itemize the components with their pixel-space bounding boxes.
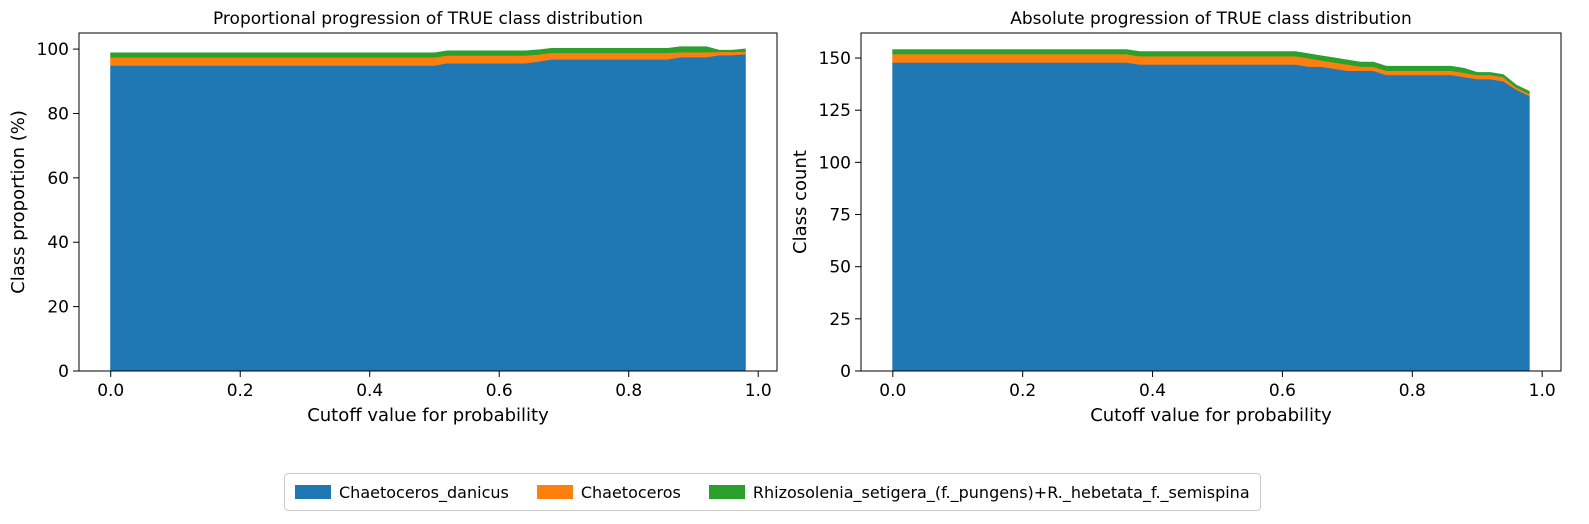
x-tick-label: 0.8: [1399, 381, 1426, 401]
legend-item-rhizosolenia: Rhizosolenia_setigera_(f._pungens)+R._he…: [708, 482, 1250, 502]
area-series-3: [110, 46, 746, 58]
x-tick-label: 0.8: [615, 381, 642, 401]
legend: Chaetoceros_danicus Chaetoceros Rhizosol…: [284, 473, 1261, 511]
y-tick-label: 0: [58, 362, 69, 382]
legend-item-chaetoceros: Chaetoceros: [536, 482, 681, 502]
y-tick-label: 20: [47, 298, 69, 318]
chart-title: Proportional progression of TRUE class d…: [213, 9, 643, 29]
y-tick-label: 50: [829, 258, 851, 278]
y-tick-label: 25: [829, 310, 851, 330]
area-series-1: [892, 61, 1530, 372]
x-tick-label: 0.4: [1139, 381, 1166, 401]
legend-label: Rhizosolenia_setigera_(f._pungens)+R._he…: [752, 482, 1250, 502]
y-tick-label: 150: [819, 49, 851, 69]
axes-frame: [860, 32, 1562, 372]
chart-panel-2: 0.0 0.2 0.4 0.6 0.8 1.0 0 25 50 75 100 125 150 Absolu…: [790, 9, 1562, 426]
y-tick-label: 75: [829, 206, 851, 226]
x-tick-label: 1.0: [1529, 381, 1556, 401]
x-tick-label: 0.2: [227, 381, 254, 401]
x-tick-label: 0.0: [97, 381, 124, 401]
x-axis-label: Cutoff value for probability: [307, 405, 549, 426]
legend-swatch: [536, 485, 573, 499]
legend-label: Chaetoceros: [580, 482, 681, 502]
chart-panel-1: 0.0 0.2 0.4 0.6 0.8 1.0 0 20 40 60 80 100 Proportion…: [8, 9, 778, 426]
y-tick-label: 125: [819, 101, 851, 121]
x-tick-label: 0.0: [879, 381, 906, 401]
area-series-1: [110, 53, 746, 372]
y-tick-label: 100: [819, 153, 851, 173]
y-tick-label: 40: [47, 233, 69, 253]
x-tick-label: 0.4: [356, 381, 383, 401]
legend-swatch: [708, 485, 745, 499]
y-axis-label: Class proportion (%): [8, 110, 29, 294]
area-series-3: [892, 49, 1530, 95]
x-axis-label: Cutoff value for probability: [1090, 405, 1332, 426]
y-tick-label: 100: [37, 40, 69, 60]
legend-swatch: [295, 485, 331, 499]
y-tick-label: 60: [47, 169, 69, 189]
y-tick-label: 0: [840, 362, 851, 382]
x-tick-label: 0.6: [1269, 381, 1296, 401]
axes-frame: [78, 32, 778, 372]
legend-label: Chaetoceros_danicus: [339, 482, 509, 502]
chart-title: Absolute progression of TRUE class distr…: [1010, 9, 1411, 29]
x-tick-label: 0.2: [1009, 381, 1036, 401]
x-tick-label: 1.0: [745, 381, 772, 401]
y-tick-label: 80: [47, 104, 69, 124]
legend-item-chaetoceros-danicus: Chaetoceros_danicus: [295, 483, 509, 502]
y-axis-label: Class count: [790, 150, 811, 254]
x-tick-label: 0.6: [486, 381, 513, 401]
